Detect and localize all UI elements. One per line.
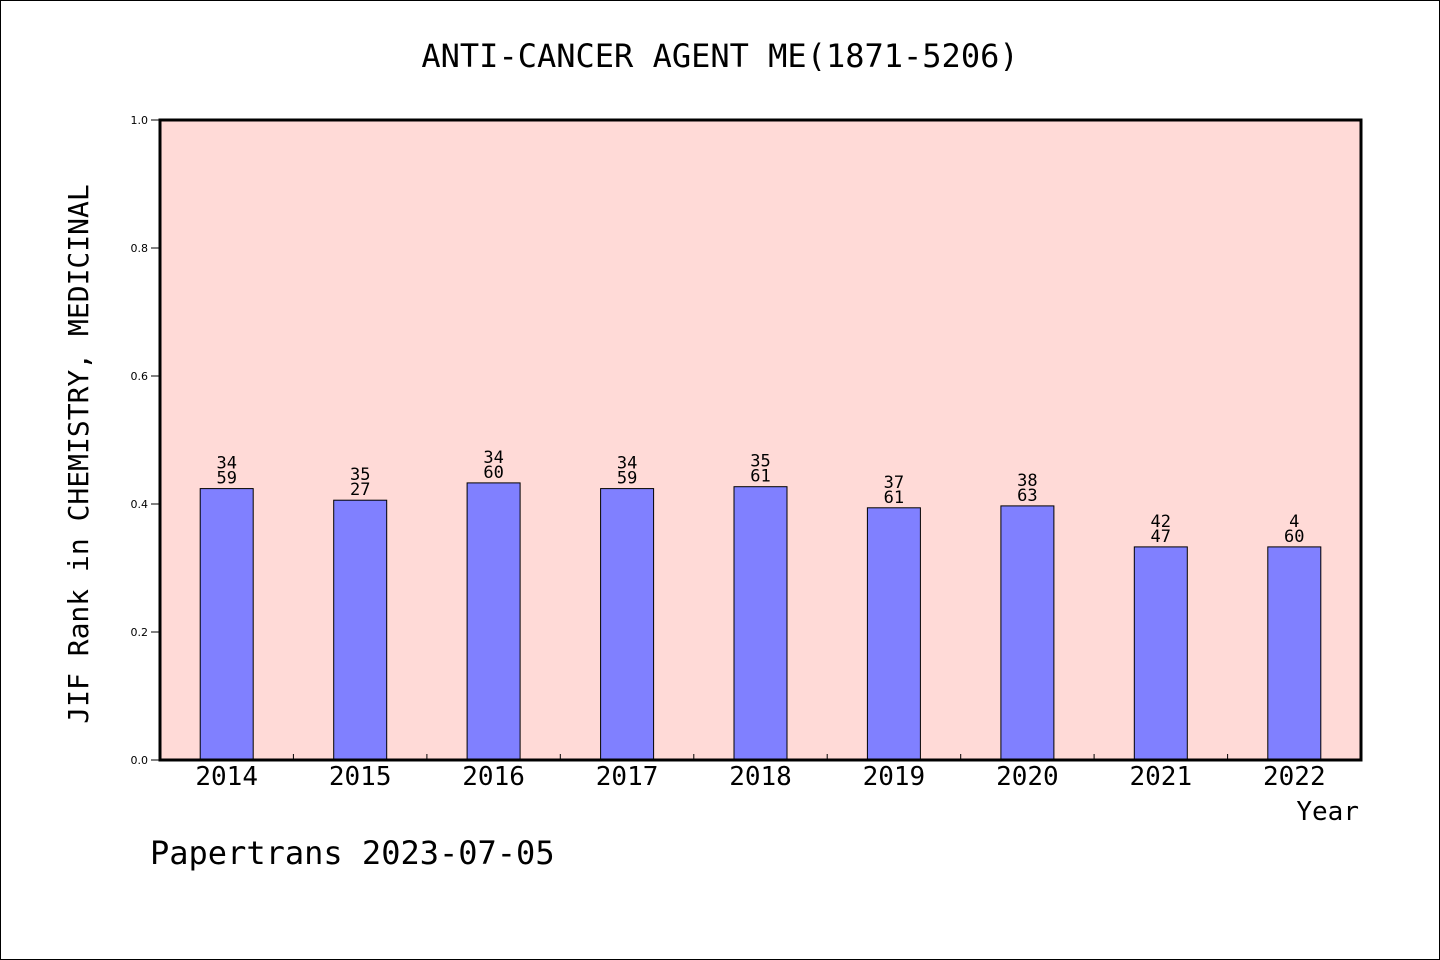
x-axis-label: Year xyxy=(1296,797,1359,827)
bar-label-top-2019: 37 xyxy=(884,473,904,493)
bar-label-bottom-2015: 27 xyxy=(350,480,370,500)
x-tick-label-2019: 2019 xyxy=(863,762,926,792)
y-tick-label: 0.2 xyxy=(131,626,149,639)
y-tick-label: 0.4 xyxy=(131,498,149,511)
bar-2014 xyxy=(199,488,254,761)
bar-label-bottom-2019: 61 xyxy=(884,488,904,508)
bar-label-top-2017: 34 xyxy=(617,454,637,474)
y-tick-label: 0.6 xyxy=(131,370,149,383)
x-ticks-group: 2014 2015 2016 2017 2018 2019 2020 2021 2022 xyxy=(195,754,1326,792)
bar-label-top-2014: 34 xyxy=(216,454,236,474)
bar-label-bottom-2020: 63 xyxy=(1017,486,1037,506)
bar-label-top-2020: 38 xyxy=(1017,471,1037,491)
y-tick-label: 1.0 xyxy=(131,114,149,127)
bar-label-top-2016: 34 xyxy=(483,448,503,468)
bars-group xyxy=(199,482,1322,761)
bar-2015 xyxy=(333,499,388,761)
x-tick-label-2018: 2018 xyxy=(729,762,792,792)
x-tick-label-2015: 2015 xyxy=(329,762,392,792)
footer-credit: Papertrans 2023-07-05 xyxy=(150,834,555,872)
bar-label-bottom-2016: 60 xyxy=(483,463,503,483)
bar-label-bottom-2022: 60 xyxy=(1284,527,1304,547)
bar-2016 xyxy=(466,482,521,761)
x-tick-label-2016: 2016 xyxy=(462,762,525,792)
bar-label-bottom-2017: 59 xyxy=(617,469,637,489)
bar-2022 xyxy=(1267,546,1322,761)
bar-label-bottom-2014: 59 xyxy=(216,469,236,489)
x-tick-label-2021: 2021 xyxy=(1129,762,1192,792)
bar-2017 xyxy=(600,488,655,761)
x-tick-label-2020: 2020 xyxy=(996,762,1059,792)
bar-2018 xyxy=(733,486,788,761)
bar-2021 xyxy=(1133,546,1188,761)
bar-2019 xyxy=(866,507,921,761)
bar-label-top-2015: 35 xyxy=(350,465,370,485)
x-tick-label-2014: 2014 xyxy=(195,762,258,792)
x-tick-label-2017: 2017 xyxy=(596,762,659,792)
y-ticks-group: 0.0 0.2 0.4 0.6 0.8 1.0 xyxy=(131,114,160,767)
plot-border xyxy=(158,118,1363,762)
bar-label-top-2021: 42 xyxy=(1151,512,1171,532)
y-tick-label: 0.0 xyxy=(131,754,149,767)
y-tick-label: 0.8 xyxy=(131,242,149,255)
x-tick-label-2022: 2022 xyxy=(1263,762,1326,792)
chart-title: ANTI-CANCER AGENT ME(1871-5206) xyxy=(421,37,1018,75)
bar-2020 xyxy=(1000,505,1055,761)
y-axis-label: JIF Rank in CHEMISTRY, MEDICINAL xyxy=(62,184,95,723)
bar-label-top-2022: 4 xyxy=(1289,512,1299,532)
bar-label-top-2018: 35 xyxy=(750,452,770,472)
bar-label-bottom-2018: 61 xyxy=(750,467,770,487)
bar-label-bottom-2021: 47 xyxy=(1151,527,1171,547)
